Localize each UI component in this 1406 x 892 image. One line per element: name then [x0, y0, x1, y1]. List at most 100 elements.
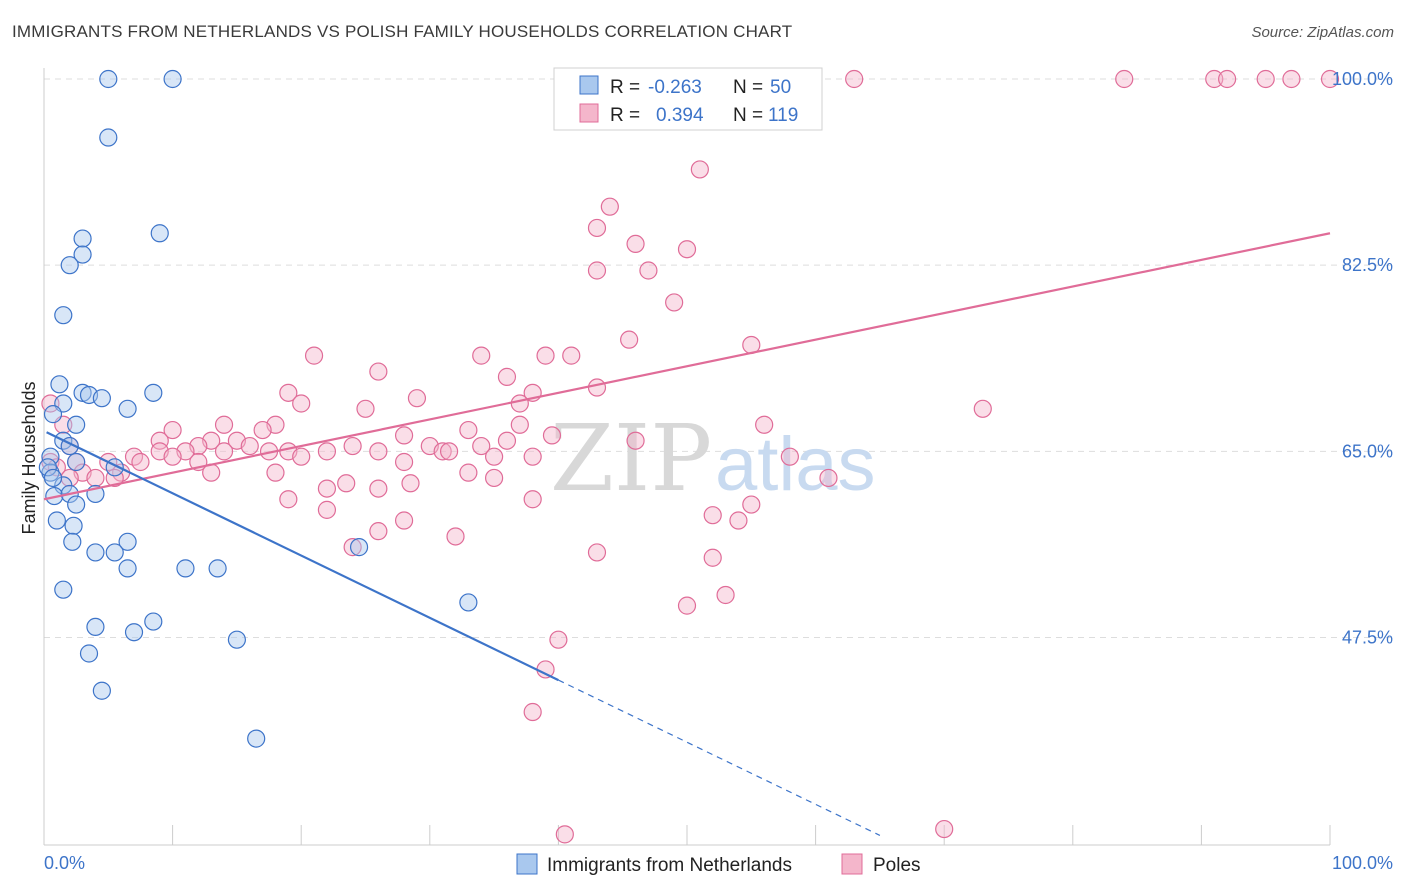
poles-point-43: [394, 426, 414, 445]
netherlands-point-20: [67, 452, 86, 472]
trend-lines: [43, 232, 1331, 836]
poles-points: [41, 69, 1340, 844]
poles-point-87: [485, 468, 504, 488]
netherlands-points: [38, 69, 478, 748]
poles-point-50: [150, 431, 169, 450]
grid-lines: [44, 78, 1395, 639]
legend-pink-r-value: 0.394: [656, 105, 704, 126]
poles-point-67: [485, 447, 504, 466]
netherlands-point-6: [60, 256, 79, 275]
poles-point-90: [819, 468, 838, 488]
legend-poles-label: Poles: [873, 855, 921, 876]
netherlands-point-41: [459, 593, 478, 612]
poles-point-4: [1218, 69, 1237, 89]
poles-point-71: [394, 452, 414, 472]
netherlands-trend-extension: [558, 679, 881, 836]
poles-point-46: [626, 431, 645, 450]
netherlands-point-16: [67, 415, 86, 434]
poles-point-14: [626, 234, 645, 254]
netherlands-point-5: [73, 245, 92, 264]
netherlands-point-40: [54, 580, 73, 599]
netherlands-point-28: [67, 495, 86, 514]
legend-blue-r-value: -0.263: [648, 77, 702, 98]
netherlands-point-46: [79, 644, 99, 663]
legend-blue-r-label: R =: [610, 77, 640, 98]
legend-blue-n-label: N =: [733, 77, 763, 98]
netherlands-point-3: [150, 224, 169, 243]
x-tick-label-0: 0.0%: [44, 853, 85, 873]
stats-legend: R = -0.263 N = 50 R = 0.394 N = 119: [553, 67, 823, 131]
chart-title: IMMIGRANTS FROM NETHERLANDS VS POLISH FA…: [12, 22, 793, 41]
netherlands-point-43: [86, 617, 105, 637]
legend-poles-swatch: [841, 853, 863, 875]
netherlands-point-44: [124, 623, 144, 642]
poles-point-75: [131, 452, 150, 472]
poles-point-17: [639, 261, 658, 280]
poles-point-35: [41, 394, 60, 413]
poles-point-34: [973, 399, 992, 418]
poles-point-99: [394, 511, 414, 530]
poles-point-102: [343, 538, 362, 557]
netherlands-point-13: [118, 399, 137, 418]
poles-point-101: [446, 527, 465, 546]
poles-point-33: [510, 394, 529, 413]
poles-point-66: [439, 442, 459, 461]
poles-point-16: [587, 261, 607, 280]
netherlands-point-0: [99, 69, 118, 89]
poles-point-38: [163, 420, 182, 440]
poles-point-94: [279, 490, 298, 509]
legend-pink-n-label: N =: [733, 105, 763, 126]
poles-point-15: [677, 240, 697, 259]
legend-netherlands-label: Immigrants from Netherlands: [547, 855, 792, 876]
poles-point-95: [317, 500, 337, 519]
poles-point-40: [459, 420, 478, 440]
poles-point-42: [253, 420, 272, 440]
netherlands-trend-line: [46, 431, 559, 682]
poles-point-109: [523, 702, 542, 722]
poles-point-27: [587, 378, 607, 397]
poles-point-13: [587, 218, 607, 238]
poles-point-107: [549, 630, 568, 649]
legend-blue-swatch: [579, 75, 599, 95]
poles-point-12: [600, 197, 619, 216]
netherlands-point-31: [64, 516, 83, 535]
x-tick-label-1: 100.0%: [1332, 853, 1393, 873]
poles-point-105: [677, 596, 697, 615]
netherlands-point-4: [73, 229, 92, 248]
poles-point-83: [105, 468, 124, 488]
x-tick-labels: 0.0% 100.0%: [44, 853, 1393, 873]
poles-point-89: [401, 474, 420, 493]
poles-point-86: [459, 463, 478, 482]
poles-point-97: [729, 511, 748, 530]
poles-point-1: [845, 69, 864, 89]
poles-point-106: [716, 585, 735, 605]
poles-point-65: [523, 447, 542, 466]
netherlands-point-35: [105, 543, 124, 562]
poles-point-110: [555, 825, 574, 844]
netherlands-point-47: [92, 681, 111, 700]
poles-point-32: [356, 399, 375, 418]
poles-point-100: [369, 522, 388, 541]
poles-point-88: [337, 474, 356, 493]
poles-point-104: [703, 548, 722, 567]
poles-point-92: [317, 479, 337, 498]
poles-trend-line: [43, 232, 1331, 501]
netherlands-point-12: [144, 383, 163, 402]
netherlands-point-7: [54, 306, 73, 325]
y-tick-label-1: 65.0%: [1342, 441, 1393, 461]
netherlands-point-33: [118, 532, 137, 551]
poles-point-28: [279, 383, 298, 402]
poles-point-26: [497, 367, 517, 386]
poles-point-96: [703, 506, 722, 525]
poles-point-49: [497, 431, 517, 450]
poles-point-19: [620, 330, 639, 349]
poles-point-98: [742, 495, 761, 514]
poles-point-108: [536, 660, 555, 679]
netherlands-point-1: [163, 69, 182, 89]
poles-point-64: [214, 442, 234, 461]
poles-point-6: [1282, 69, 1301, 89]
netherlands-point-2: [99, 128, 118, 147]
netherlands-point-19: [41, 447, 60, 466]
netherlands-point-11: [92, 389, 111, 408]
